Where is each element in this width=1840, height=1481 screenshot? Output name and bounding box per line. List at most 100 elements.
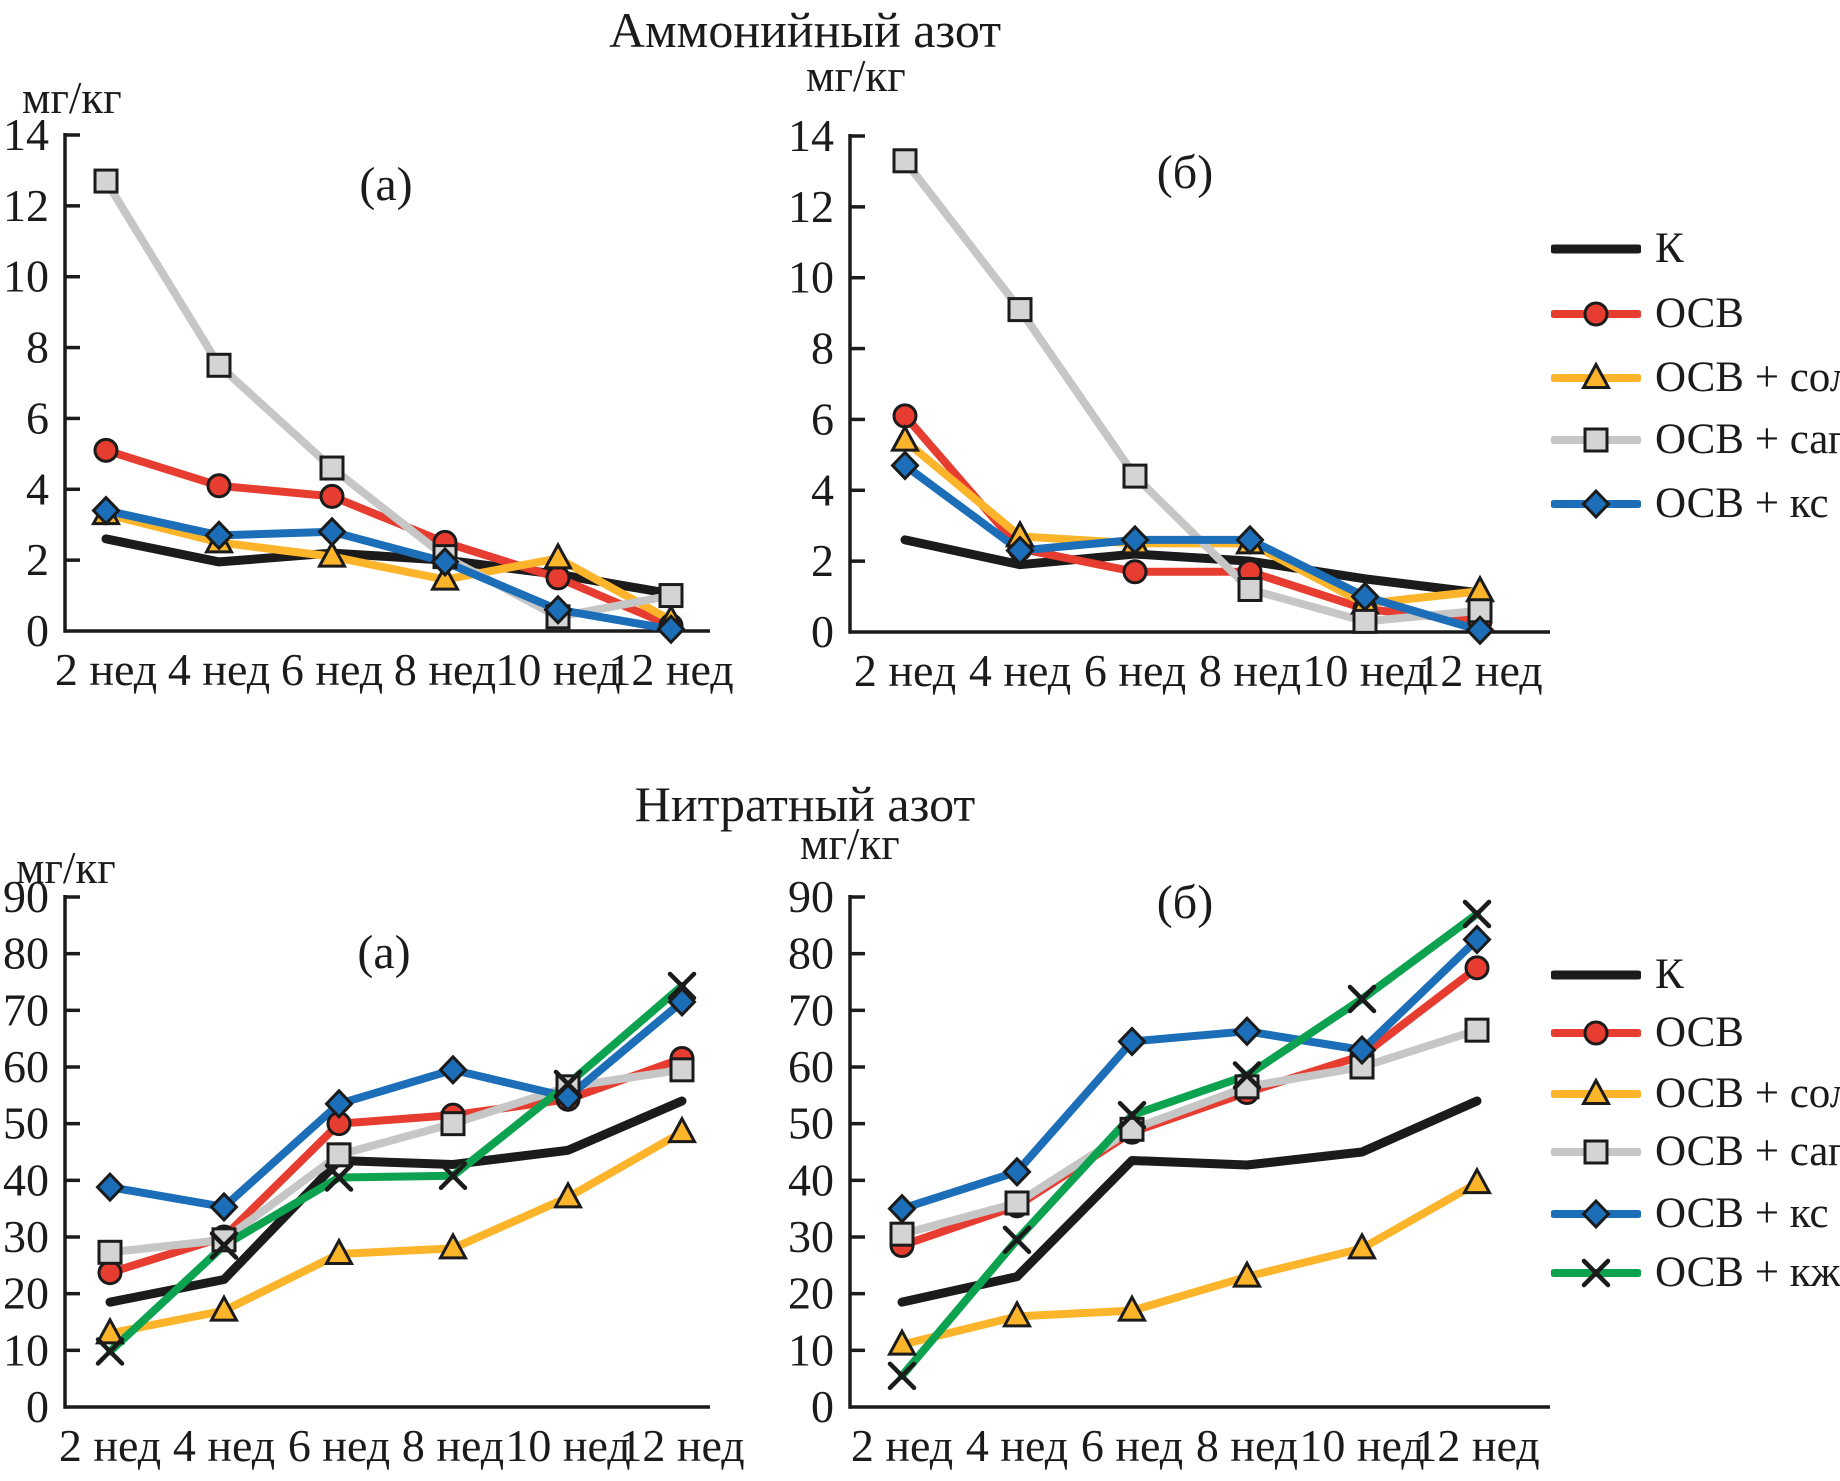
legend-swatch-icon [1551,1139,1641,1165]
x-tick-label: 4 нед [168,644,270,695]
marker-circle [1583,1020,1609,1046]
marker-diamond [1465,615,1495,646]
marker-diamond [1120,524,1150,556]
y-axis-unit-ammonium-b: мг/кг [806,51,906,101]
y-tick-label: 90 [3,871,49,922]
legend-item: ОСВ + кс [1551,482,1829,525]
marker-diamond [1347,1034,1377,1066]
marker-triangle [208,1294,240,1322]
series-line [105,1096,687,1307]
legend-swatch-icon [1551,970,1641,980]
marker-x [667,971,697,1001]
marker-square [1464,1017,1490,1043]
legend-swatch-icon [1551,427,1641,453]
legend-item: ОСВ [1551,292,1744,335]
marker-x [1002,1225,1032,1255]
marker-square [1007,297,1033,323]
x-tick-label: 2 нед [854,645,956,696]
series-line [898,910,1481,1380]
marker-circle [93,437,119,463]
marker-diamond [1462,924,1492,955]
y-tick-label: 70 [788,984,834,1035]
series-line [102,506,675,634]
marker-x [324,1163,354,1192]
y-tick-label: 20 [788,1268,834,1319]
x-tick-label: 6 нед [1084,645,1186,696]
marker-diamond [1350,581,1380,612]
y-tick-label: 2 [811,535,834,586]
legend-swatch-icon [1551,1020,1641,1046]
series-line [102,177,675,621]
y-tick-label: 4 [811,464,834,515]
marker-circle [545,565,571,591]
marker-triangle [1116,1294,1148,1322]
y-tick-label: 14 [788,110,834,161]
legend-swatch-icon [1551,301,1641,327]
marker-diamond [543,594,573,625]
y-tick-label: 40 [788,1154,834,1205]
marker-square [1583,1139,1609,1165]
y-axis-unit-nitrate-b: мг/кг [800,819,900,869]
y-tick-label: 50 [788,1098,834,1149]
marker-x [1347,984,1377,1014]
marker-circle [1464,955,1490,981]
marker-circle [319,483,345,509]
y-tick-label: 10 [788,252,834,303]
marker-triangle [1580,1077,1612,1105]
series-line [898,935,1481,1213]
y-tick-label: 40 [3,1154,49,1205]
marker-triangle [1001,1299,1033,1328]
legend-swatch-icon [1551,1258,1641,1288]
marker-square [889,1221,915,1247]
marker-square [440,1111,466,1137]
marker-diamond [1581,488,1611,520]
x-tick-label: 12 нед [619,1420,744,1471]
marker-x [1232,1061,1262,1090]
series-line [898,1026,1481,1239]
y-tick-label: 0 [811,606,834,657]
marker-triangle [1461,1166,1493,1195]
marker-square [1122,463,1148,489]
x-tick-label: 8 нед [1199,645,1301,696]
legend-label: К [1655,225,1684,272]
marker-diamond [1235,524,1265,556]
marker-x [553,1069,583,1099]
panel-label-ammonium-b: (б) [1156,146,1214,199]
series-line [901,411,1484,626]
x-tick-label: 4 нед [969,645,1071,696]
legend-swatch-icon [1551,1077,1641,1105]
y-tick-label: 90 [788,871,834,922]
y-tick-label: 4 [26,463,49,514]
marker-diamond [324,1088,354,1119]
legend-swatch-icon [1551,488,1641,520]
marker-triangle [1231,1260,1263,1288]
marker-diamond [1002,1156,1032,1187]
y-tick-label: 2 [26,534,49,585]
marker-x [887,1361,917,1391]
x-tick-label: 8 нед [394,644,496,695]
legend-label: ОСВ + кж [1655,1249,1840,1296]
marker-triangle [429,562,461,591]
y-tick-label: 60 [788,1041,834,1092]
marker-x [1117,1100,1147,1130]
marker-triangle [666,1115,698,1144]
legend-label: ОСВ + сап [1655,416,1840,463]
panel-label-ammonium-a: (а) [359,158,413,211]
x-tick-label: 6 нед [288,1420,390,1471]
legend-swatch-icon [1551,1198,1641,1230]
legend-item: ОСВ + сол [1551,1072,1840,1115]
marker-triangle [1346,1231,1378,1260]
marker-diamond [887,1193,917,1224]
marker-x [438,1161,468,1191]
y-tick-label: 10 [3,1324,49,1375]
marker-square [319,455,345,481]
marker-diamond [95,1171,125,1203]
marker-diamond [656,614,686,645]
marker-square [97,1239,123,1265]
chart-ammonium-b: 0 2 4 6 8 10 12 14 2 нед 4 нед 6 нед 8 нед 10 нед12 … [788,110,1550,696]
y-tick-label: 30 [3,1211,49,1262]
series-line [101,534,676,599]
x-tick-label: 10 нед [1299,1420,1424,1471]
